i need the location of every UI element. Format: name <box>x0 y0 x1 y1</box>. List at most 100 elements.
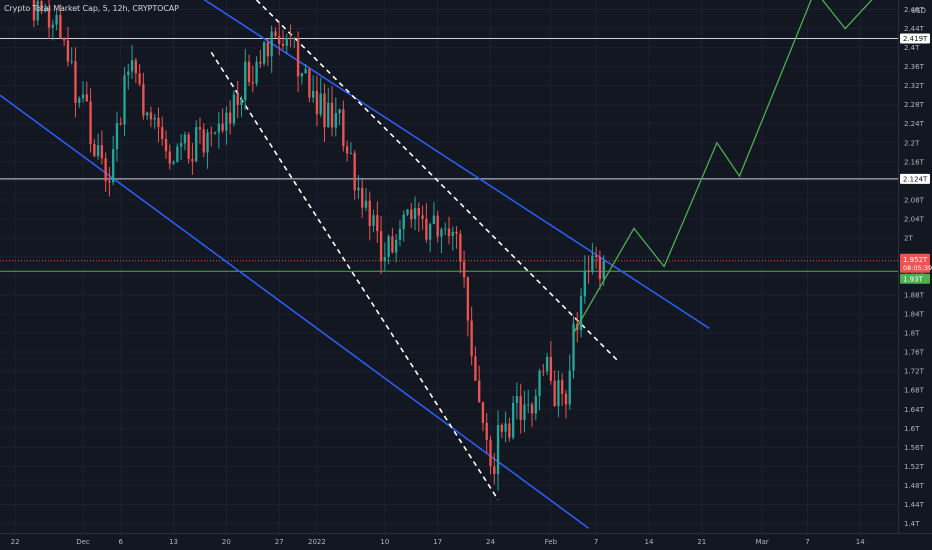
candle-body <box>134 60 138 74</box>
price-tick-label: 2.28T <box>904 101 925 109</box>
candle-body <box>262 42 266 64</box>
support-badge-label: 1.93T <box>903 275 924 283</box>
support-badge <box>900 273 930 284</box>
candle-body <box>96 145 100 157</box>
price-tick-label: 1.48T <box>904 482 925 490</box>
candle-body <box>274 31 277 37</box>
time-tick-label: 21 <box>697 538 706 546</box>
candle-body <box>81 94 85 99</box>
time-tick-label: 17 <box>433 538 442 546</box>
candle-body <box>300 73 304 77</box>
candle-body <box>564 393 568 405</box>
time-axis[interactable]: 22 Dec 6 13 20 27 2022 10 17 24 Feb 7 14 21 Mar 7 14 <box>0 533 932 547</box>
candle-body <box>387 236 390 257</box>
candle-body <box>40 1 43 12</box>
candle-body <box>213 132 217 134</box>
candle-body <box>293 38 296 40</box>
price-tick-label: 1.52T <box>904 463 925 471</box>
price-tick-label: 1.76T <box>904 349 925 357</box>
price-axis-unit: USD <box>911 7 926 15</box>
candle-body <box>500 424 503 432</box>
candle-body <box>187 134 190 160</box>
price-tick-label: 1.68T <box>904 387 925 395</box>
price-axis[interactable]: USD 2.48T 2.44T 2.4T 2.36T 2.32T 2.28T 2.24T 2.… <box>898 0 927 533</box>
price-tick-label: 1.64T <box>904 406 925 414</box>
candle-body <box>176 146 179 162</box>
price-tick-label: 1.84T <box>904 311 925 319</box>
candle-body <box>519 396 522 420</box>
price-tick-label: 2T <box>904 234 913 242</box>
candle-body <box>353 152 356 191</box>
candle-body <box>545 356 549 372</box>
candle-body <box>202 129 205 153</box>
price-tick-label: 2.04T <box>904 215 925 223</box>
candle-body <box>485 422 488 440</box>
candle-body <box>379 231 383 262</box>
candle-body <box>478 380 481 403</box>
candle-body <box>602 260 605 280</box>
candle-body <box>345 146 349 154</box>
candle-body <box>342 109 345 147</box>
candle-body <box>406 209 409 215</box>
candle-body <box>334 113 337 128</box>
candle-body <box>436 215 439 237</box>
candle-body <box>455 231 458 234</box>
price-tick-label: 2.24T <box>904 120 925 128</box>
resistance-high-badge-label: 2.419T <box>903 35 928 43</box>
candle-body <box>515 396 519 403</box>
trendline-dashed-lower[interactable] <box>210 51 499 501</box>
candle-body <box>44 7 47 12</box>
candle-body <box>266 42 270 57</box>
candle-body <box>78 98 81 103</box>
candle-body <box>591 255 594 272</box>
candle-body <box>55 15 58 25</box>
candle-body <box>440 229 443 237</box>
candle-body <box>153 117 156 120</box>
candle-body <box>527 404 530 406</box>
candle-body <box>462 261 466 278</box>
candle-body <box>511 402 515 438</box>
candle-body <box>583 270 587 297</box>
time-tick-label: 20 <box>222 538 231 546</box>
trendline-dashed-upper[interactable] <box>256 0 620 363</box>
candle-body <box>130 60 134 72</box>
candle-body <box>357 187 360 191</box>
candle-body <box>179 143 183 147</box>
candle-body <box>395 239 398 253</box>
price-tick-label: 2.44T <box>904 25 925 33</box>
candle-body <box>410 209 413 220</box>
candle-body <box>157 117 160 127</box>
candle-body <box>240 100 243 106</box>
price-tick-label: 1.4T <box>904 520 920 528</box>
candle-body <box>304 69 307 74</box>
time-tick-label: Dec <box>76 538 90 546</box>
candle-body <box>289 38 292 40</box>
candle-body <box>523 404 526 420</box>
candle-body <box>191 159 194 162</box>
candle-body <box>278 36 281 44</box>
candle-body <box>572 323 575 371</box>
candle-body <box>108 180 111 183</box>
time-tick-label: 27 <box>275 538 284 546</box>
candle-body <box>270 31 273 57</box>
candle-body <box>183 134 187 144</box>
time-tick-label: 7 <box>805 538 809 546</box>
projection-polyline[interactable] <box>572 0 899 334</box>
price-tick-label: 2.2T <box>904 139 920 147</box>
candle-body <box>149 112 153 120</box>
candle-body <box>361 187 364 208</box>
candle-body <box>285 38 288 46</box>
price-tick-label: 2.16T <box>904 158 925 166</box>
time-tick-label: 14 <box>645 538 654 546</box>
candle-body <box>74 61 77 103</box>
candle-body <box>493 466 496 475</box>
time-tick-label: 6 <box>119 538 124 546</box>
candle-body <box>311 90 315 98</box>
time-tick-label: 24 <box>486 538 495 546</box>
candle-body <box>259 61 262 64</box>
candle-body <box>319 93 322 115</box>
price-tick-label: 2.48T <box>904 6 925 14</box>
